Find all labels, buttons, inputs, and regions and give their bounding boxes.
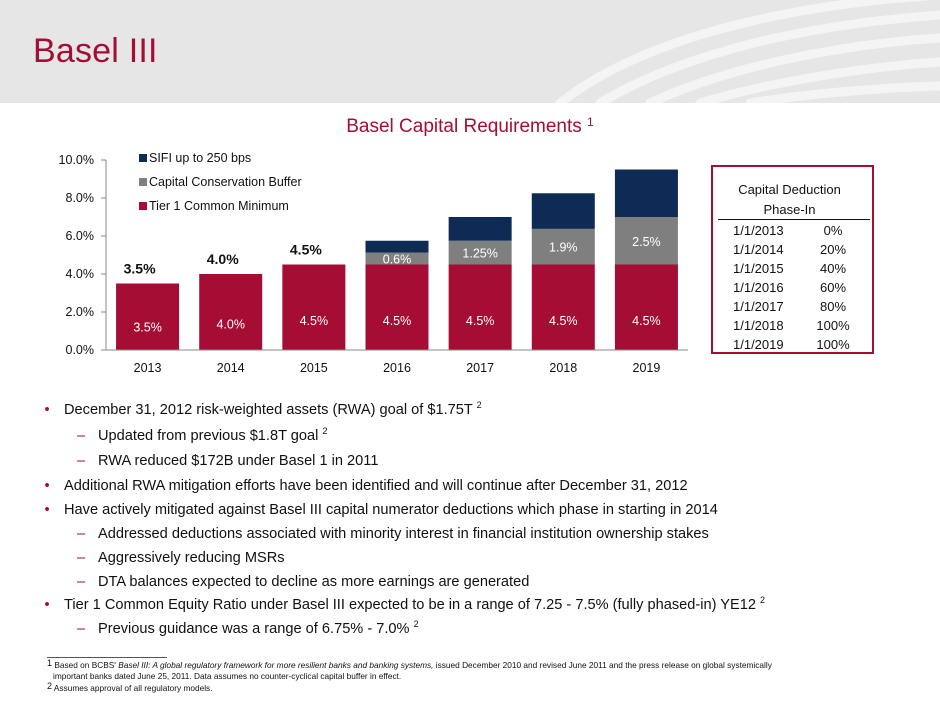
bar-segment (531, 193, 595, 229)
table-header-line2: Phase-In (763, 202, 816, 217)
bar-value-label: 3.5% (133, 321, 162, 335)
y-tick-label: 8.0% (66, 191, 95, 205)
y-tick-label: 0.0% (66, 343, 95, 357)
chart-title: Basel Capital Requirements 1 (346, 115, 594, 137)
x-tick-label: 2016 (383, 361, 411, 375)
bar-value-label: 1.25% (462, 247, 497, 261)
x-tick-label: 2013 (134, 361, 162, 375)
bullet-item: • December 31, 2012 risk-weighted assets … (44, 400, 482, 418)
bar-segment (614, 169, 678, 217)
bar-segment (448, 264, 512, 350)
legend-label: Tier 1 Common Minimum (149, 199, 289, 213)
y-tick-label: 10.0% (59, 153, 94, 167)
bar-total-label: 4.0% (207, 251, 239, 267)
x-tick-label: 2017 (466, 361, 494, 375)
header-banner (0, 0, 940, 103)
bar-value-label: 4.5% (466, 314, 495, 328)
table-header-line1: Capital Deduction (738, 182, 841, 197)
bar-value-label: 4.5% (549, 314, 578, 328)
bar-segment (365, 240, 429, 253)
table-row: 1/1/2019 100% (733, 337, 850, 352)
bullet-subitem: – Updated from previous $1.8T goal 2 (76, 426, 328, 444)
bar-segment (282, 264, 346, 350)
table-row: 1/1/2016 60% (733, 280, 847, 295)
bar-total-label: 3.5% (124, 261, 156, 277)
bullet-subitem: – RWA reduced $172B under Basel 1 in 2011 (76, 453, 379, 469)
table-row: 1/1/2014 20% (733, 242, 847, 257)
bullet-item: • Additional RWA mitigation efforts have … (44, 478, 688, 494)
bar-value-label: 4.5% (632, 314, 661, 328)
bar-value-label: 2.5% (632, 235, 661, 249)
bar-value-label: 1.9% (549, 241, 578, 255)
table-row: 1/1/2017 80% (733, 299, 847, 314)
bar-segment (448, 240, 512, 265)
bullet-subitem: – Aggressively reducing MSRs (76, 550, 285, 566)
bullet-subitem: – Addressed deductions associated with mi… (76, 526, 709, 542)
banner-decoration (555, 0, 940, 103)
bar-segment (614, 264, 678, 350)
bar-value-label: 4.5% (383, 314, 412, 328)
y-tick-label: 6.0% (66, 229, 95, 243)
bar-segment (116, 283, 180, 350)
bar-value-label: 0.6% (383, 253, 412, 267)
bullet-subitem: – DTA balances expected to decline as mor… (76, 574, 530, 590)
bar-segment (448, 217, 512, 241)
footnote-1-continued: important banks dated June 25, 2011. Dat… (53, 671, 402, 681)
bullet-item: • Tier 1 Common Equity Ratio under Basel … (44, 595, 766, 613)
bullet-item: • Have actively mitigated against Basel I… (44, 502, 718, 518)
page-title: Basel III (33, 32, 158, 70)
footnote-2: 2 Assumes approval of all regulatory mod… (47, 681, 213, 693)
bar-value-label: 4.0% (216, 317, 245, 331)
stacked-bar-chart: 0.0% 2.0% 4.0% 6.0% 8.0% 10.0% 3.5% 3.5% 2013 4.0… (59, 151, 688, 375)
x-tick-label: 2018 (549, 361, 577, 375)
bar-segment (199, 274, 263, 350)
legend-swatch (139, 178, 147, 186)
bar-segment (365, 264, 429, 350)
legend-label: SIFI up to 250 bps (149, 151, 251, 165)
legend-swatch (139, 154, 147, 162)
footnote-divider (47, 657, 167, 658)
legend-swatch (139, 202, 147, 210)
bullet-subitem: – Previous guidance was a range of 6.75% … (76, 619, 419, 637)
bar-total-label: 4.5% (290, 242, 322, 258)
bar-segment (531, 228, 595, 265)
x-tick-label: 2019 (633, 361, 661, 375)
y-tick-label: 2.0% (66, 305, 95, 319)
bar-value-label: 4.5% (300, 314, 329, 328)
legend-label: Capital Conservation Buffer (149, 175, 302, 189)
table-row: 1/1/2013 0% (733, 223, 843, 238)
table-header-rule (718, 219, 870, 220)
x-tick-label: 2014 (217, 361, 245, 375)
x-tick-label: 2015 (300, 361, 328, 375)
y-tick-label: 4.0% (66, 267, 95, 281)
capital-deduction-table: Capital Deduction Phase-In 1/1/2013 0% 1/… (711, 165, 874, 354)
table-row: 1/1/2015 40% (733, 261, 847, 276)
table-row: 1/1/2018 100% (733, 318, 850, 333)
bar-segment (614, 217, 678, 265)
bar-segment (365, 252, 429, 265)
footnote-1: 1 Based on BCBS' Basel III: A global reg… (47, 658, 772, 670)
bar-segment (531, 264, 595, 350)
